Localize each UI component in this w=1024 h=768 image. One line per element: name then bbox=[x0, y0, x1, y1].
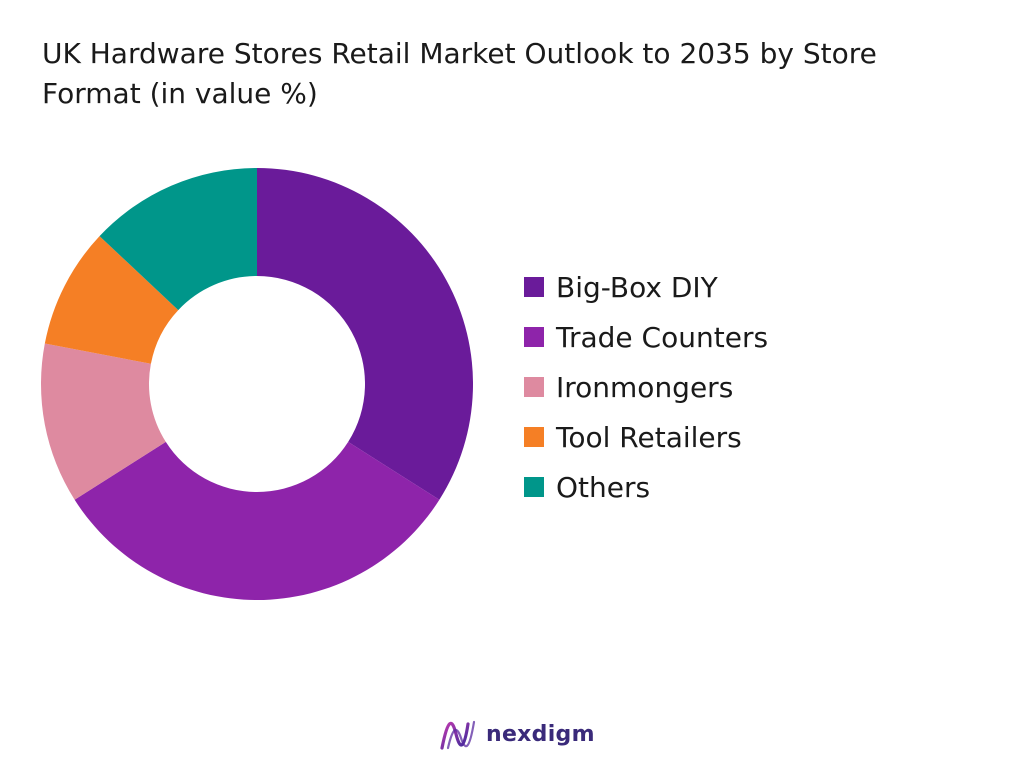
donut-slice-big-box-diy bbox=[257, 168, 473, 500]
legend-item-ironmongers: Ironmongers bbox=[524, 362, 768, 412]
chart-title: UK Hardware Stores Retail Market Outlook… bbox=[42, 37, 877, 110]
donut-slice-ironmongers bbox=[40, 343, 166, 500]
legend-label-tool-retailers: Tool Retailers bbox=[556, 420, 742, 454]
legend-swatch-big-box-diy bbox=[524, 277, 544, 297]
legend-swatch-ironmongers bbox=[524, 377, 544, 397]
brand-name: nexdigm bbox=[486, 721, 595, 747]
legend-label-ironmongers: Ironmongers bbox=[556, 370, 734, 404]
donut-slice-others bbox=[99, 168, 257, 311]
chart-legend: Big-Box DIY Trade Counters Ironmongers Tool… bbox=[524, 262, 768, 512]
legend-item-others: Others bbox=[524, 462, 768, 512]
donut-slice-trade-counters bbox=[74, 441, 440, 601]
brand-logo: nexdigm bbox=[438, 714, 595, 754]
legend-swatch-others bbox=[524, 477, 544, 497]
nexdigm-wave-logo-icon bbox=[440, 720, 476, 750]
legend-item-tool-retailers: Tool Retailers bbox=[524, 412, 768, 462]
legend-item-trade-counters: Trade Counters bbox=[524, 312, 768, 362]
legend-swatch-tool-retailers bbox=[524, 427, 544, 447]
donut-slice-tool-retailers bbox=[44, 236, 179, 364]
legend-label-big-box-diy: Big-Box DIY bbox=[556, 270, 718, 304]
legend-item-big-box-diy: Big-Box DIY bbox=[524, 262, 768, 312]
donut-chart bbox=[40, 168, 473, 601]
legend-swatch-trade-counters bbox=[524, 327, 544, 347]
legend-label-others: Others bbox=[556, 470, 651, 504]
legend-label-trade-counters: Trade Counters bbox=[556, 320, 769, 354]
